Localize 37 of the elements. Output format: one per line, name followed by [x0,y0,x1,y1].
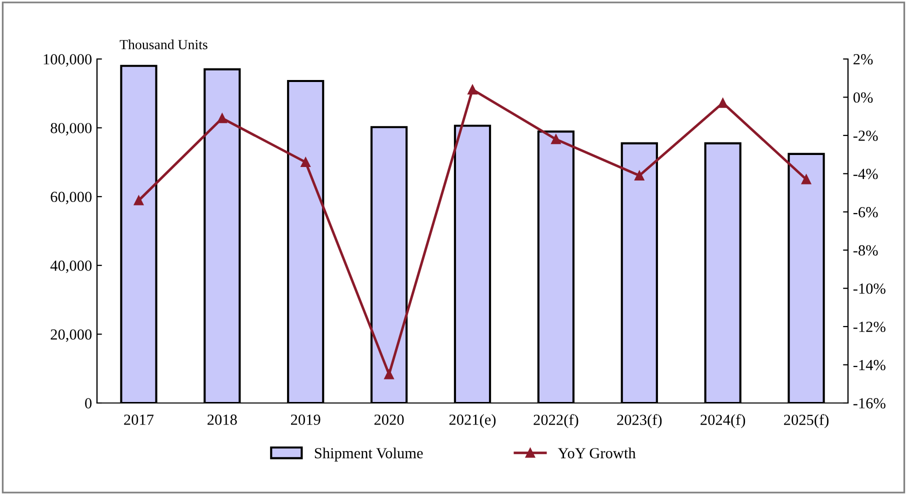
legend-label: Shipment Volume [314,448,423,462]
point [634,170,644,180]
y-tick-label: 60,000 [50,192,92,204]
x-tick-label: 2021(e) [449,414,496,428]
point [300,157,310,168]
y-tick-label: 40,000 [50,260,92,274]
x-tick-label: 2022(f) [534,414,578,428]
y-tick-label: 100,000 [44,54,92,67]
y2-tick-label: 2% [854,54,873,64]
y2-tick-label: -16% [853,398,886,408]
y-axis-title: Thousand Units [120,40,208,50]
point [718,98,728,108]
y2-tick-label: -10% [853,283,886,294]
y-tick-label: 20,000 [50,329,92,342]
y-tick-label: 0 [85,398,92,408]
y2-tick-label: -2% [853,130,878,141]
point [134,196,144,206]
point [384,369,394,380]
y2-tick-label: -8% [853,245,878,256]
y2-tick-label: -12% [853,322,886,332]
y2-tick-label: -4% [853,168,878,180]
x-tick-label: 2024(f) [700,414,746,428]
x-tick-label: 2017 [124,414,154,425]
point [217,113,228,124]
x-tick-label: 2025(f) [784,414,829,428]
y-tick-label: 80,000 [50,122,92,136]
point [551,134,561,144]
point [468,84,478,94]
legend-label: YoY Growth [558,448,636,458]
x-tick-label: 2020 [374,414,404,425]
y2-tick-label: -14% [853,360,886,370]
x-tick-label: 2023(f) [617,414,662,428]
point [801,174,812,184]
x-tick-label: 2018 [208,414,237,425]
x-tick-label: 2019 [291,414,320,425]
y2-tick-label: 0% [853,92,873,103]
y2-tick-label: -6% [853,207,878,218]
